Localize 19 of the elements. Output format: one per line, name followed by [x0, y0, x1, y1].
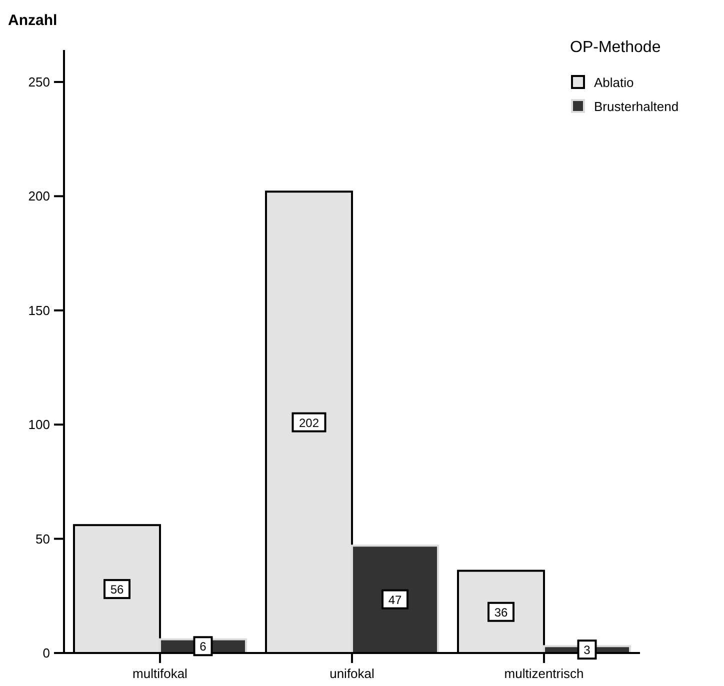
legend-title: OP-Methode [570, 39, 661, 56]
data-label: 56 [110, 582, 124, 597]
data-label: 36 [494, 605, 508, 620]
y-tick-label: 150 [28, 302, 50, 318]
y-tick-label: 100 [28, 417, 50, 432]
x-tick-label: multifokal [132, 666, 188, 681]
data-label: 3 [584, 643, 591, 658]
y-tick-label: 0 [42, 646, 50, 660]
legend-label: Ablatio [594, 75, 634, 90]
y-tick-label: 250 [28, 74, 50, 90]
y-axis-title: Anzahl [8, 12, 58, 29]
x-tick-label: multizentrisch [504, 666, 584, 681]
data-label: 47 [388, 592, 402, 607]
x-tick-label: unifokal [330, 666, 375, 681]
y-tick-label: 50 [36, 531, 50, 546]
legend-label: Brusterhaltend [594, 99, 679, 114]
y-tick-label: 200 [28, 188, 50, 204]
data-label: 202 [298, 416, 320, 430]
data-label: 6 [200, 640, 207, 654]
